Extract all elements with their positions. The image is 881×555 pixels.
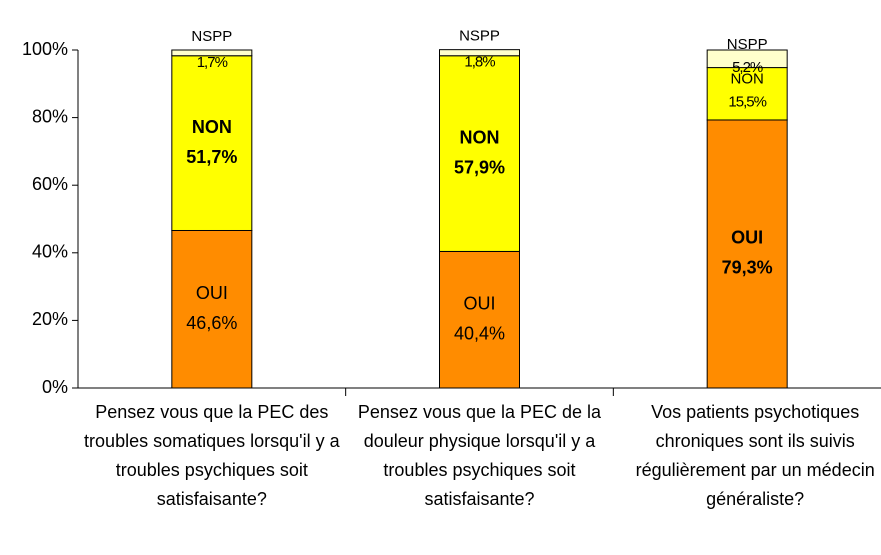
bar-segment <box>171 55 253 231</box>
y-tick-label: 0% <box>42 377 68 397</box>
y-tick-label: 100% <box>22 39 68 59</box>
value-label: 57,9% <box>454 157 505 177</box>
value-label: 5,2% <box>732 59 763 76</box>
bar-segment <box>706 119 788 389</box>
value-label: 1,8% <box>464 54 495 71</box>
segment-name: OUI <box>196 283 228 303</box>
bar-segment <box>439 55 520 252</box>
x-tick-label: Vos patients psychotiques chroniques son… <box>635 402 875 509</box>
x-tick-label: Pensez vous que la PEC des troubles soma… <box>84 402 340 509</box>
segment-name: NON <box>730 71 763 88</box>
segment-name: OUI <box>731 228 763 248</box>
bar-segment <box>171 49 253 57</box>
segment-name: NSPP <box>727 36 768 53</box>
y-tick-label: 40% <box>32 242 68 262</box>
value-label: 15,5% <box>728 94 766 111</box>
bar-segment <box>706 49 788 69</box>
x-tick-label: Pensez vous que la PEC de la douleur phy… <box>357 402 602 509</box>
segment-name: NSPP <box>191 28 232 45</box>
value-label: 51,7% <box>186 147 237 167</box>
value-label: 79,3% <box>722 258 773 278</box>
value-label: 1,7% <box>197 54 228 71</box>
value-label: 40,4% <box>454 323 505 343</box>
segment-name: NON <box>192 117 232 137</box>
bar-segment <box>439 250 520 389</box>
bar-segment <box>439 49 520 57</box>
segment-name: NON <box>460 127 500 147</box>
y-tick-label: 80% <box>32 106 68 126</box>
y-tick-label: 60% <box>32 174 68 194</box>
segment-name: NSPP <box>459 28 500 45</box>
y-tick-label: 20% <box>32 309 68 329</box>
segment-name: OUI <box>463 293 495 313</box>
value-label: 46,6% <box>186 313 237 333</box>
bar-segment <box>171 229 253 389</box>
